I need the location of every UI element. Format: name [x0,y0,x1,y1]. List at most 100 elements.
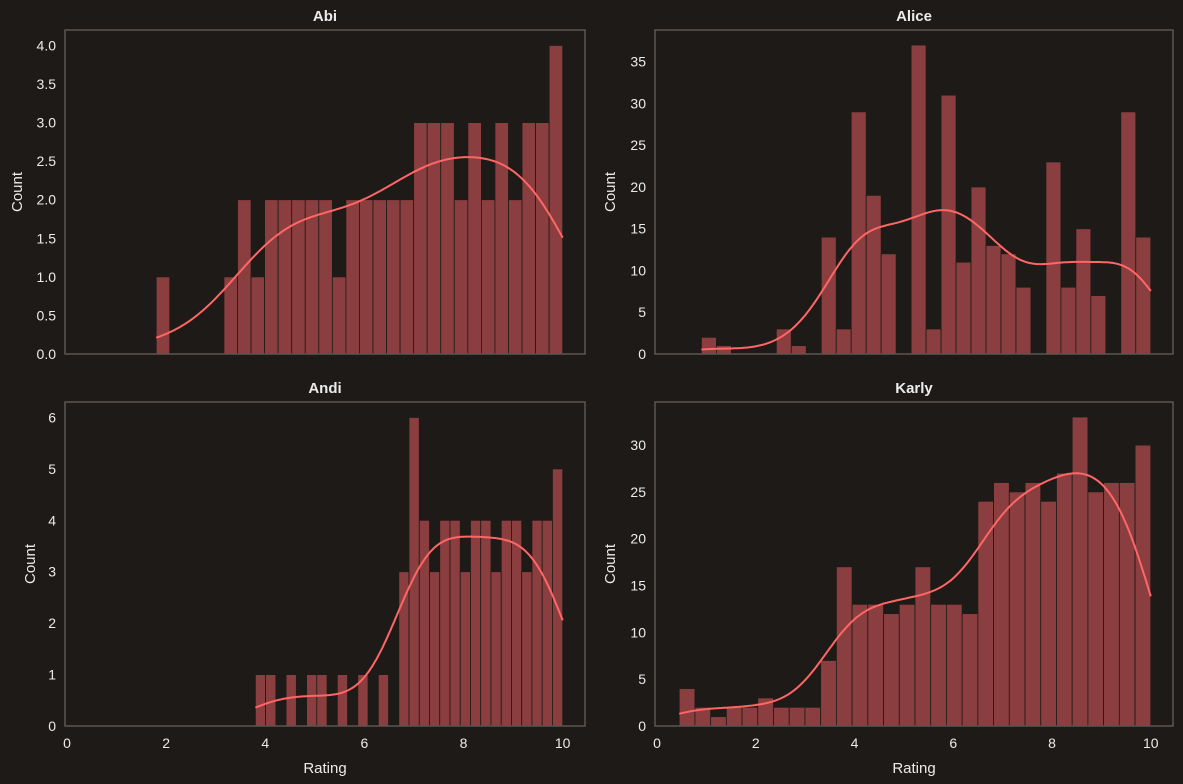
histogram-bar [548,45,564,355]
histogram-bar [331,276,347,355]
histogram-bar [678,688,696,727]
histogram-bar [480,199,496,355]
histogram-bar [508,199,523,355]
histogram-bar [914,566,932,727]
y-tick-label: 3 [48,564,56,580]
x-tick-label: 6 [949,735,957,751]
axes-frame [64,29,586,355]
axes-frame [64,401,586,727]
histogram-bar [883,613,900,727]
histogram-bar [535,122,550,355]
y-tick-label: 25 [630,137,646,153]
y-tick-label: 5 [638,304,646,320]
y-tick-label: 1.0 [37,269,57,285]
histogram-bar [1090,295,1107,355]
axes-frame [654,401,1174,727]
histogram-bar [377,674,389,727]
x-tick-label: 6 [361,735,369,751]
histogram-bar [439,519,451,727]
subplot-abi: 0.0 0.5 1.0 1.5 2.0 2.5 3.0 3.5 4.0 Abi Count [9,8,586,362]
histogram-bar [531,519,543,727]
histogram-bar [835,328,852,355]
x-axis-label: Rating [303,760,346,777]
y-tick-label: 15 [630,578,646,594]
histogram-bar [940,94,957,355]
histogram-bar [1120,111,1137,355]
x-axis-label: Rating [892,760,935,777]
x-tick-label: 0 [653,735,661,751]
histogram-bar [820,236,837,355]
histogram-bar [359,199,374,355]
y-axis-label: Count [602,543,619,584]
histogram-bar [511,519,523,727]
histogram-bar [453,199,469,355]
y-axis-label: Count [602,171,619,212]
histogram-bar [925,328,942,355]
histogram-bar [898,603,916,727]
histogram-bar [1015,286,1032,355]
histogram-bar [1071,416,1089,727]
y-tick-label: 30 [630,437,646,453]
histogram-bar [725,706,743,727]
histogram-bar [1008,491,1026,727]
x-tick-label: 10 [1143,735,1159,751]
y-axis-label: Count [9,171,26,212]
histogram-bar [418,519,430,727]
y-tick-label: 25 [630,484,646,500]
histogram-bar [426,122,442,355]
histogram-bar [306,674,318,727]
histogram-bar [429,571,441,727]
histogram-bar [1075,228,1092,355]
histogram-bar [304,199,320,355]
histogram-bar [788,706,806,727]
histogram-bar [820,660,837,727]
histogram-bar [480,519,492,727]
subplot-alice: 0 5 10 15 20 25 30 35 Alice Count [602,8,1174,362]
y-tick-label: 10 [630,262,646,278]
histogram-bar [804,706,822,727]
histogram-bar [470,519,482,727]
subplot-andi: 0 1 2 3 4 5 6 0 2 4 6 8 10 Andi Count Rating [22,380,586,777]
y-tick-label: 2 [48,615,56,631]
subplot-title: Karly [895,380,933,397]
histogram-bar [521,571,533,727]
y-tick-label: 3.5 [37,76,57,92]
y-tick-label: 20 [630,179,646,195]
histogram-bar [254,674,266,727]
kde-line [678,472,1152,715]
histogram-bar [910,44,927,355]
histogram-bar [155,276,171,355]
y-tick-label: 2.0 [37,192,57,208]
histogram-bar [1103,482,1120,727]
histogram-bar [413,122,428,355]
histogram-bar [880,253,897,355]
kde-line [255,535,564,709]
histogram-bar [930,603,947,727]
y-tick-label: 0.0 [37,346,57,362]
histogram-bar [710,716,727,727]
histogram-bar [1060,286,1077,355]
kde-line [701,209,1152,351]
axes-frame [654,29,1174,355]
histogram-bar [865,194,882,355]
histogram-bar [1045,161,1062,355]
histogram-bar [851,603,869,727]
histogram-bar [701,336,717,355]
histogram-bar [277,199,293,355]
histogram-bar [955,261,972,355]
x-tick-label: 4 [851,735,859,751]
histogram-bar [790,345,807,355]
y-tick-label: 3.0 [37,115,57,131]
x-tick-label: 2 [752,735,760,751]
x-tick-label: 10 [555,735,571,751]
histogram-bar [1118,482,1136,727]
histogram-bar [386,199,401,355]
histogram-bar [715,345,732,355]
histogram-bar [250,276,266,355]
kde-line [155,156,564,339]
y-tick-label: 4.0 [37,37,57,53]
x-tick-label: 8 [460,735,468,751]
y-axis-label: Count [22,543,39,584]
y-tick-label: 2.5 [37,153,57,169]
